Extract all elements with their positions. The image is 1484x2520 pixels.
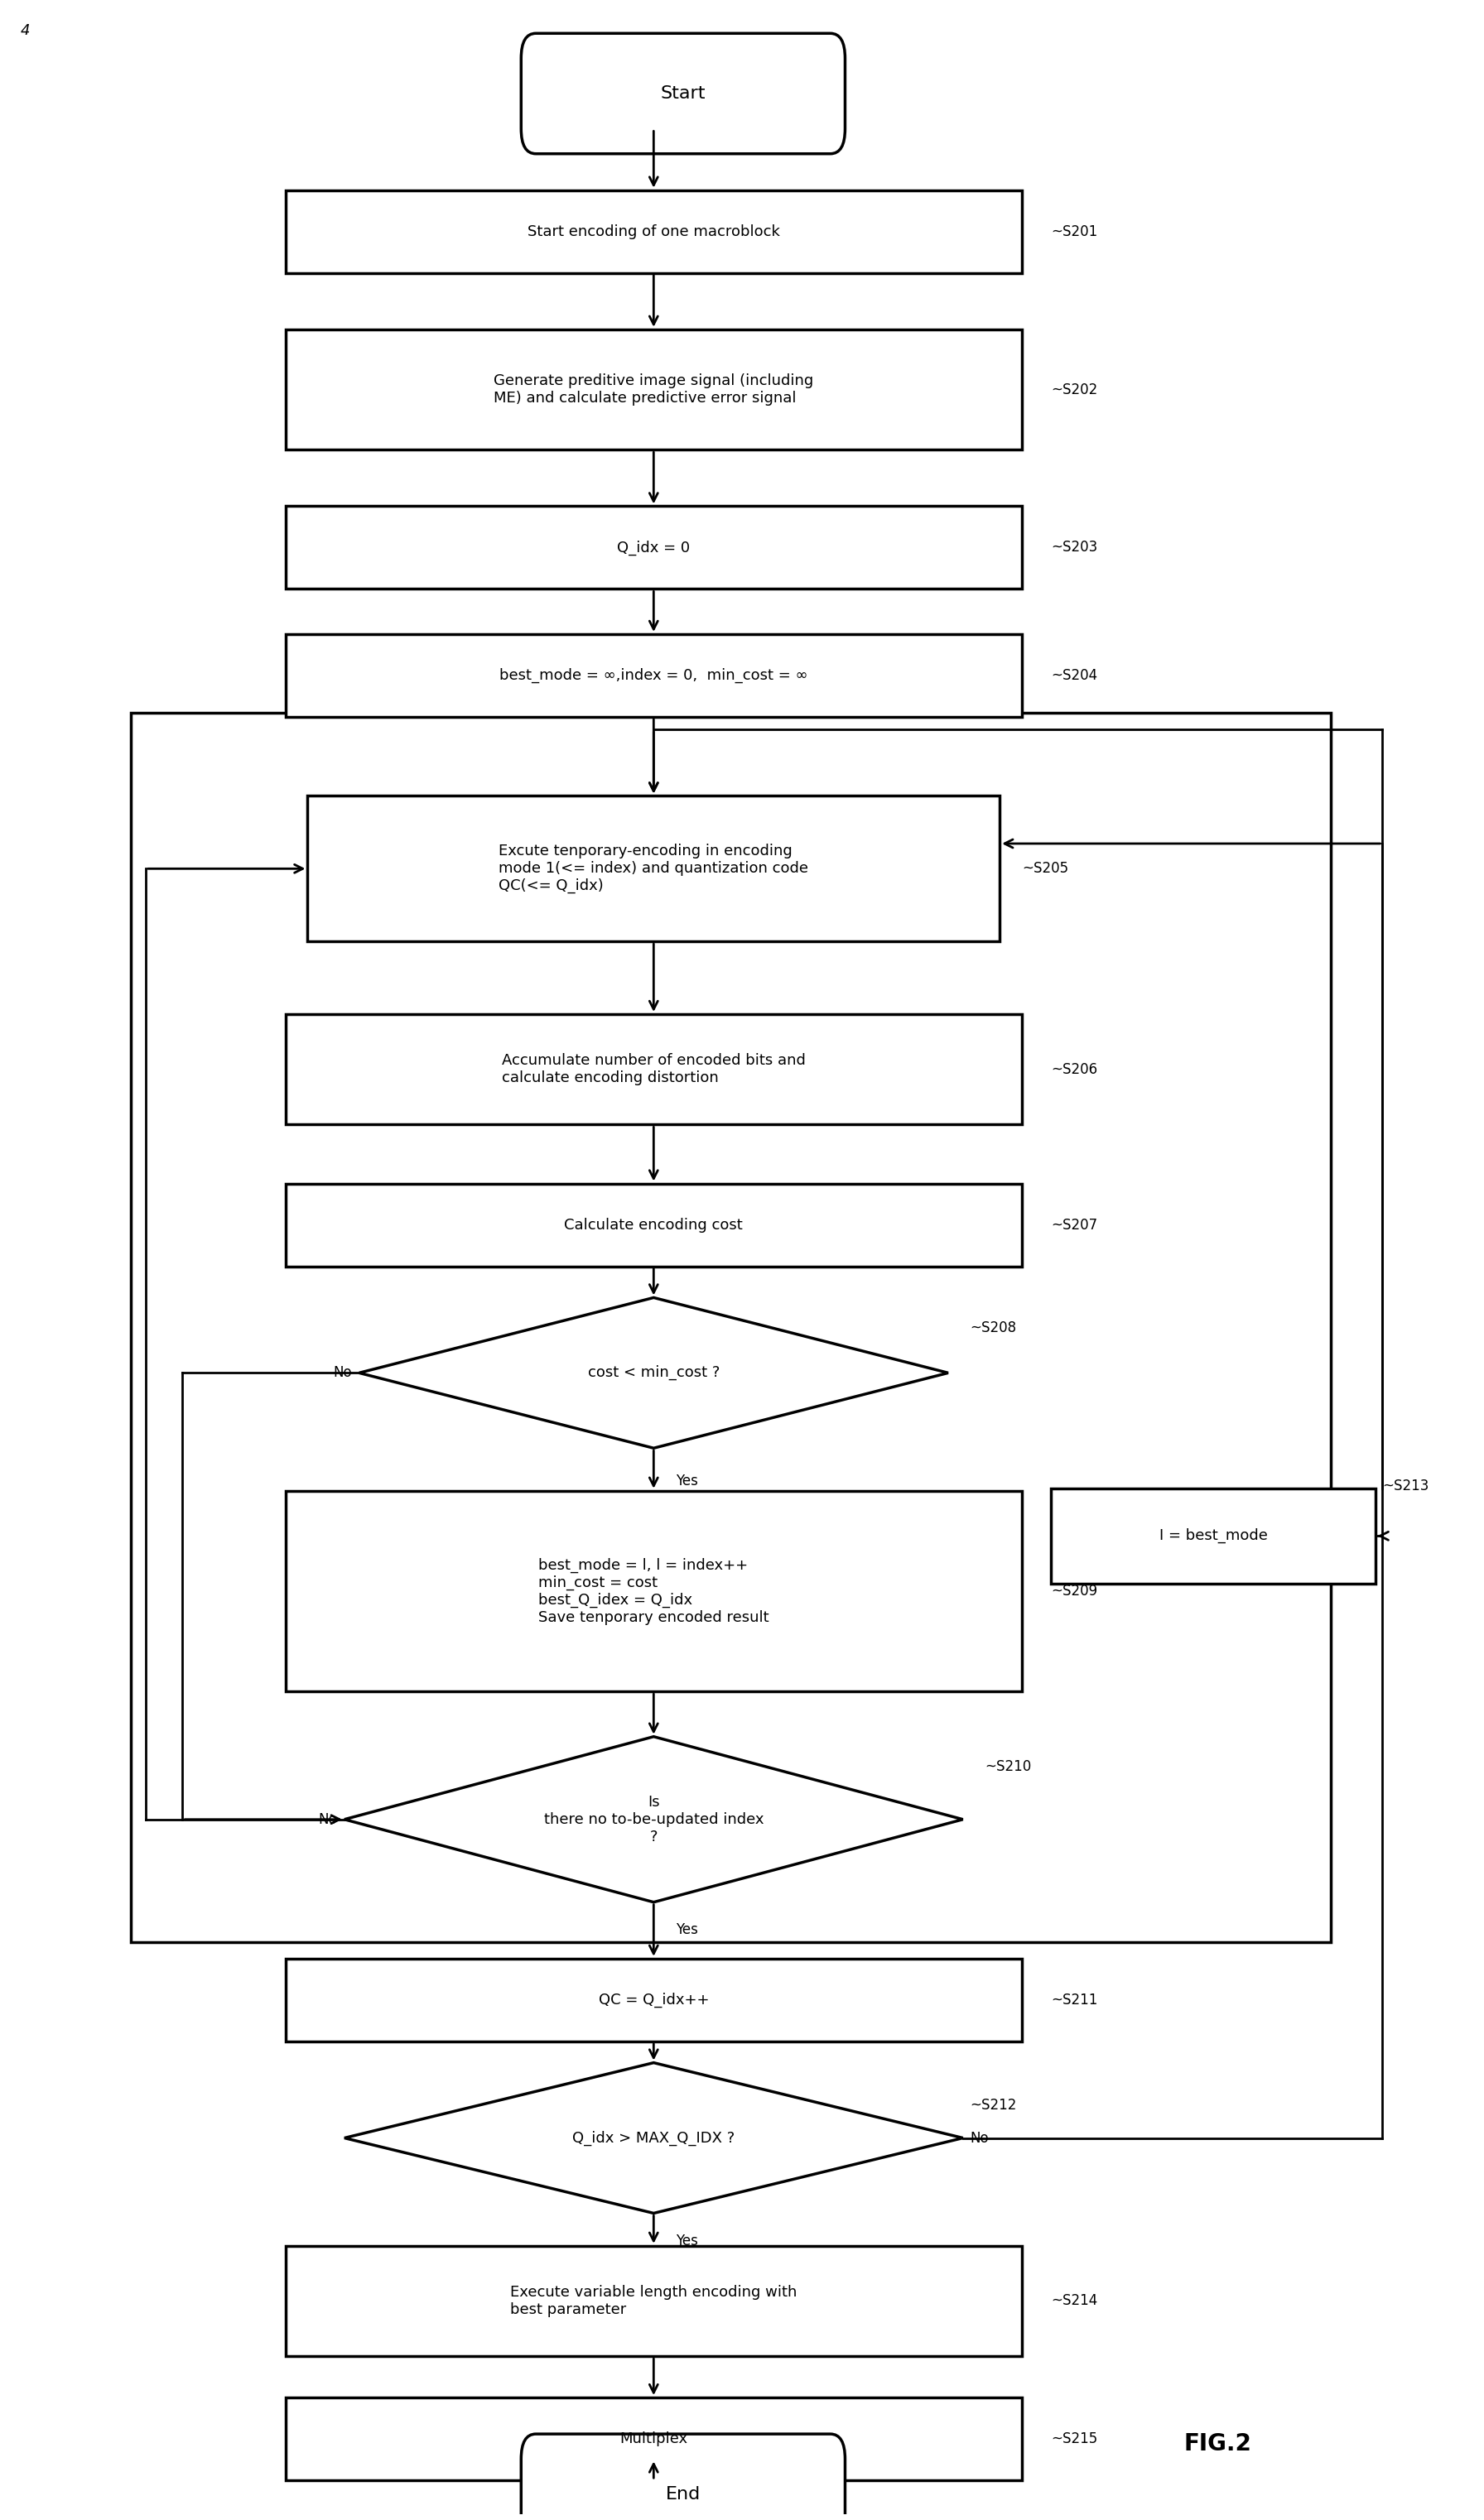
Text: ~S208: ~S208 — [971, 1320, 1017, 1336]
Text: Excute tenporary-encoding in encoding
mode 1(<= index) and quantization code
QC(: Excute tenporary-encoding in encoding mo… — [499, 844, 809, 895]
Text: cost < min_cost ?: cost < min_cost ? — [588, 1366, 720, 1381]
Bar — [285, 2397, 1022, 2480]
FancyBboxPatch shape — [521, 2434, 844, 2520]
Text: ~S209: ~S209 — [1051, 1583, 1098, 1598]
Text: FIG.2: FIG.2 — [1184, 2432, 1251, 2454]
Text: Start encoding of one macroblock: Start encoding of one macroblock — [527, 224, 781, 239]
Text: ~S215: ~S215 — [1051, 2432, 1098, 2447]
Bar — [285, 635, 1022, 716]
Text: ~S213: ~S213 — [1383, 1479, 1429, 1494]
Text: best_mode = l, l = index++
min_cost = cost
best_Q_idex = Q_idx
Save tenporary en: best_mode = l, l = index++ min_cost = co… — [539, 1557, 769, 1625]
Text: No: No — [319, 1812, 337, 1827]
Bar — [1051, 1489, 1376, 1583]
Text: Accumulate number of encoded bits and
calculate encoding distortion: Accumulate number of encoded bits and ca… — [502, 1053, 806, 1086]
Bar — [285, 1958, 1022, 2041]
Text: End: End — [666, 2485, 700, 2502]
Polygon shape — [344, 2064, 963, 2213]
Text: Q_idx > MAX_Q_IDX ?: Q_idx > MAX_Q_IDX ? — [573, 2129, 735, 2145]
Text: ~S202: ~S202 — [1051, 383, 1098, 398]
Text: No: No — [971, 2129, 988, 2145]
Text: No: No — [332, 1366, 352, 1381]
Text: ~S206: ~S206 — [1051, 1061, 1098, 1076]
Text: Q_idx = 0: Q_idx = 0 — [617, 539, 690, 554]
Text: Calculate encoding cost: Calculate encoding cost — [564, 1217, 743, 1232]
Text: Yes: Yes — [675, 2233, 697, 2248]
Text: ~S212: ~S212 — [971, 2099, 1017, 2112]
Text: Yes: Yes — [675, 1923, 697, 1938]
FancyBboxPatch shape — [521, 33, 844, 154]
Text: ~S203: ~S203 — [1051, 539, 1098, 554]
Text: ~S205: ~S205 — [1022, 862, 1068, 877]
Text: Yes: Yes — [675, 1474, 697, 1489]
Text: I = best_mode: I = best_mode — [1159, 1527, 1267, 1542]
Bar — [131, 713, 1331, 1943]
Bar — [285, 1013, 1022, 1124]
Text: Is
there no to-be-updated index
?: Is there no to-be-updated index ? — [543, 1794, 764, 1845]
Text: Multiplex: Multiplex — [620, 2432, 687, 2447]
Bar — [285, 2245, 1022, 2356]
Bar — [285, 1492, 1022, 1691]
Bar — [285, 1184, 1022, 1265]
Polygon shape — [359, 1298, 948, 1449]
Text: Execute variable length encoding with
best parameter: Execute variable length encoding with be… — [510, 2286, 797, 2316]
Bar — [285, 330, 1022, 449]
Text: 4: 4 — [21, 23, 30, 38]
Text: best_mode = ∞,index = 0,  min_cost = ∞: best_mode = ∞,index = 0, min_cost = ∞ — [500, 668, 807, 683]
Text: QC = Q_idx++: QC = Q_idx++ — [598, 1993, 709, 2008]
Text: ~S207: ~S207 — [1051, 1217, 1098, 1232]
Polygon shape — [344, 1736, 963, 1903]
Text: ~S211: ~S211 — [1051, 1993, 1098, 2008]
Text: Start: Start — [660, 86, 706, 101]
Text: ~S204: ~S204 — [1051, 668, 1098, 683]
Bar — [285, 189, 1022, 272]
Bar — [285, 507, 1022, 590]
Text: ~S201: ~S201 — [1051, 224, 1098, 239]
Text: ~S214: ~S214 — [1051, 2293, 1098, 2308]
Bar — [307, 796, 1000, 942]
Text: Generate preditive image signal (including
ME) and calculate predictive error si: Generate preditive image signal (includi… — [494, 373, 813, 406]
Text: ~S210: ~S210 — [985, 1759, 1031, 1774]
